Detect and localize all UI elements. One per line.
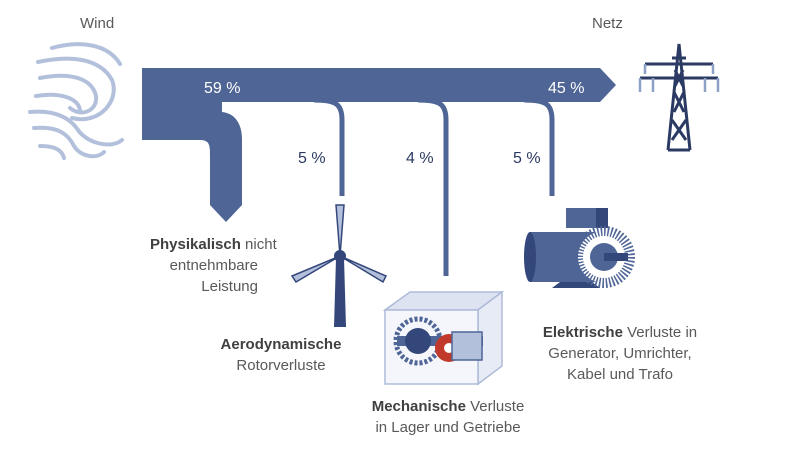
mech-loss-rest: Verluste — [465, 398, 525, 415]
mech-loss-bold: Mechanische — [371, 398, 466, 415]
sankey-flows — [142, 68, 616, 276]
elec-loss-rest: Verluste in — [622, 324, 698, 341]
physical-loss-bold: Physikalisch — [150, 236, 241, 253]
physical-loss-line3: Leistung — [201, 278, 258, 295]
wind-label: Wind — [80, 15, 115, 32]
elec-loss-bold: Elektrische — [542, 324, 623, 341]
physical-loss-line2: entnehmbare — [169, 257, 258, 274]
physical-loss-flow — [142, 68, 242, 222]
main-flow-lower-band — [142, 100, 222, 114]
wind-turbine-icon — [290, 204, 388, 327]
physical-loss-rest: nicht — [240, 236, 277, 253]
physical-loss-label: Physikalisch nicht entnehmbare Leistung — [150, 234, 277, 297]
aero-loss-bold: Aerodynamische — [220, 336, 342, 353]
power-tower-icon — [638, 43, 720, 152]
wind-icon — [28, 42, 124, 160]
gearbox-icon — [382, 290, 505, 386]
mech-loss-percentage: 4 % — [406, 150, 434, 167]
aero-loss-flow — [313, 97, 345, 196]
elec-loss-line2: Generator, Umrichter, — [548, 345, 692, 362]
mech-loss-flow — [417, 97, 449, 276]
output-percentage: 45 % — [548, 80, 585, 97]
input-percentage: 59 % — [204, 80, 241, 97]
elec-loss-line3: Kabel und Trafo — [567, 366, 673, 383]
elec-loss-label: Elektrische Verluste in Generator, Umric… — [535, 322, 705, 385]
aero-loss-label: Aerodynamische Rotorverluste — [206, 334, 356, 376]
aero-loss-line2: Rotorverluste — [236, 357, 326, 374]
netz-label: Netz — [592, 15, 623, 32]
generator-icon — [524, 208, 635, 288]
elec-loss-flow — [523, 97, 555, 196]
mech-loss-line2: in Lager und Getriebe — [375, 419, 521, 436]
aero-loss-percentage: 5 % — [298, 150, 326, 167]
mech-loss-label: Mechanische Verluste in Lager und Getrie… — [358, 396, 538, 438]
main-energy-flow — [142, 68, 616, 102]
elec-loss-percentage: 5 % — [513, 150, 541, 167]
